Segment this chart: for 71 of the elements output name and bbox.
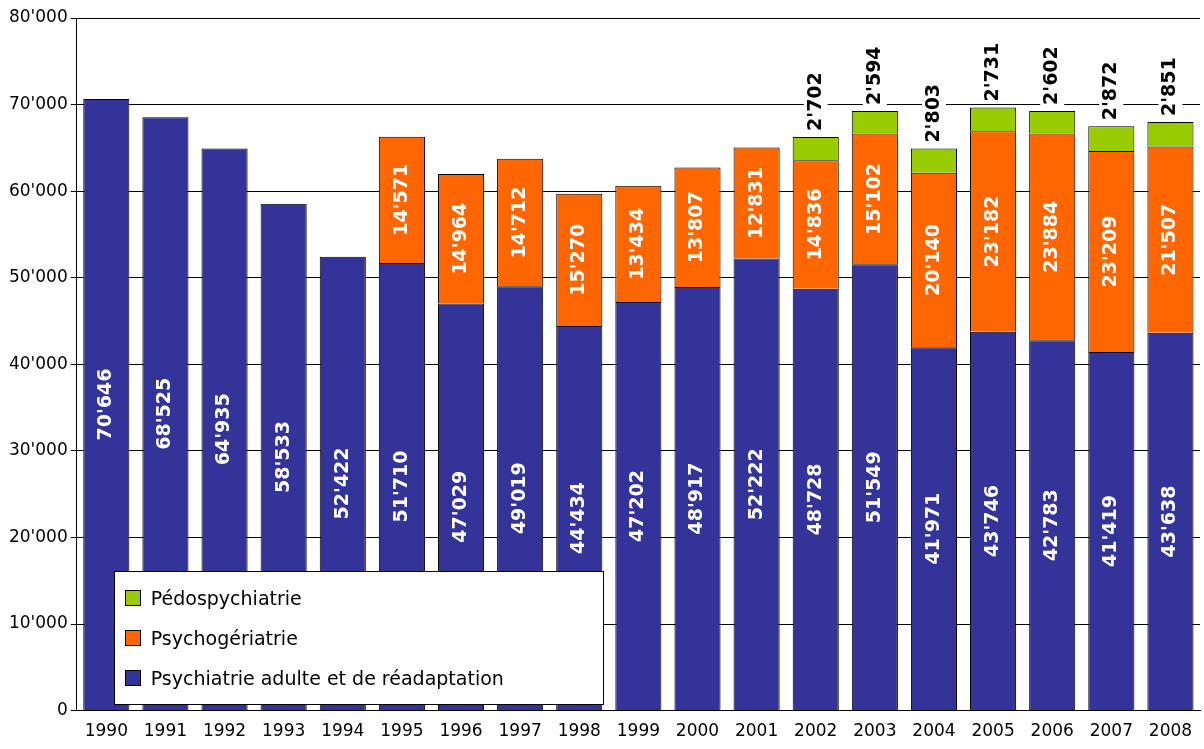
x-tick-label: 2001 [734,720,779,741]
data-label: 43'746 [980,485,1003,557]
y-tick-label: 50'000 [8,266,68,287]
data-label: 68'525 [152,377,175,450]
data-label: 49'019 [507,462,530,535]
y-tick-label: 20'000 [8,525,68,546]
x-tick-label: 2006 [1030,720,1074,741]
data-label: 52'422 [329,447,352,520]
data-label: 51'549 [861,451,884,524]
data-label: 14'712 [507,186,530,259]
x-tick-label: 2005 [971,720,1015,741]
data-label: 52'222 [743,448,766,521]
x-tick-label: 1997 [498,720,542,741]
data-label: 48'728 [802,463,825,536]
legend-label: Psychiatrie adulte et de réadaptation [150,666,504,689]
data-label: 41'971 [920,492,943,565]
y-tick-label: 60'000 [8,179,68,200]
data-label: 12'831 [743,166,766,239]
data-label: 47'202 [625,470,648,542]
data-label: 2'731 [980,42,1003,102]
data-label: 2'851 [1157,57,1180,116]
y-tick-label: 40'000 [8,352,68,373]
x-tick-label: 1990 [84,720,128,741]
data-label: 14'964 [447,202,470,275]
data-label: 2'803 [920,83,943,143]
data-label: 47'029 [447,470,470,543]
data-label: 70'646 [93,368,116,441]
data-label: 23'209 [1098,215,1121,288]
data-label: 41'419 [1098,495,1121,568]
x-tick-label: 1994 [321,720,365,741]
x-tick-label: 2004 [912,720,956,741]
data-label: 43'638 [1157,485,1180,558]
data-label: 23'884 [1039,200,1062,273]
data-label: 13'434 [625,207,648,280]
data-label: 14'571 [388,163,411,236]
data-label: 2'702 [802,72,825,131]
legend-label: Psychogériatrie [150,626,298,649]
x-tick-label: 2000 [675,720,720,741]
data-label: 42'783 [1039,489,1062,562]
data-label: 48'917 [684,462,707,535]
data-label: 15'102 [861,162,884,235]
data-label: 51'710 [388,450,411,523]
data-label: 20'140 [920,224,943,297]
data-label: 2'872 [1098,61,1121,121]
x-tick-label: 1999 [616,720,661,741]
y-tick-label: 70'000 [8,93,68,113]
data-label: 23'182 [980,195,1003,268]
y-tick-label: 10'000 [8,612,68,633]
data-label: 58'533 [270,421,293,493]
x-tick-label: 1998 [557,720,601,741]
x-tick-label: 2008 [1148,720,1193,741]
x-tick-label: 2002 [794,720,838,741]
data-label: 64'935 [211,393,234,466]
y-tick-label: 30'000 [8,439,68,460]
data-label: 2'602 [1039,46,1062,105]
data-label: 2'594 [861,46,884,106]
data-label: 44'434 [566,482,589,554]
legend-label: Pédospychiatrie [150,586,302,609]
x-tick-label: 1991 [143,720,188,741]
x-tick-label: 1992 [202,720,247,741]
x-tick-label: 2007 [1089,720,1133,741]
y-tick-label: 80'000 [8,6,68,27]
x-tick-label: 1995 [380,720,424,741]
data-label: 13'807 [684,191,707,264]
x-tick-label: 1996 [439,720,483,741]
x-tick-label: 1993 [262,720,306,741]
data-label: 21'507 [1157,203,1180,276]
x-tick-label: 2003 [853,720,897,741]
y-tick-label: 0 [56,699,68,720]
data-label: 15'270 [566,223,589,296]
data-label: 14'836 [802,188,825,261]
